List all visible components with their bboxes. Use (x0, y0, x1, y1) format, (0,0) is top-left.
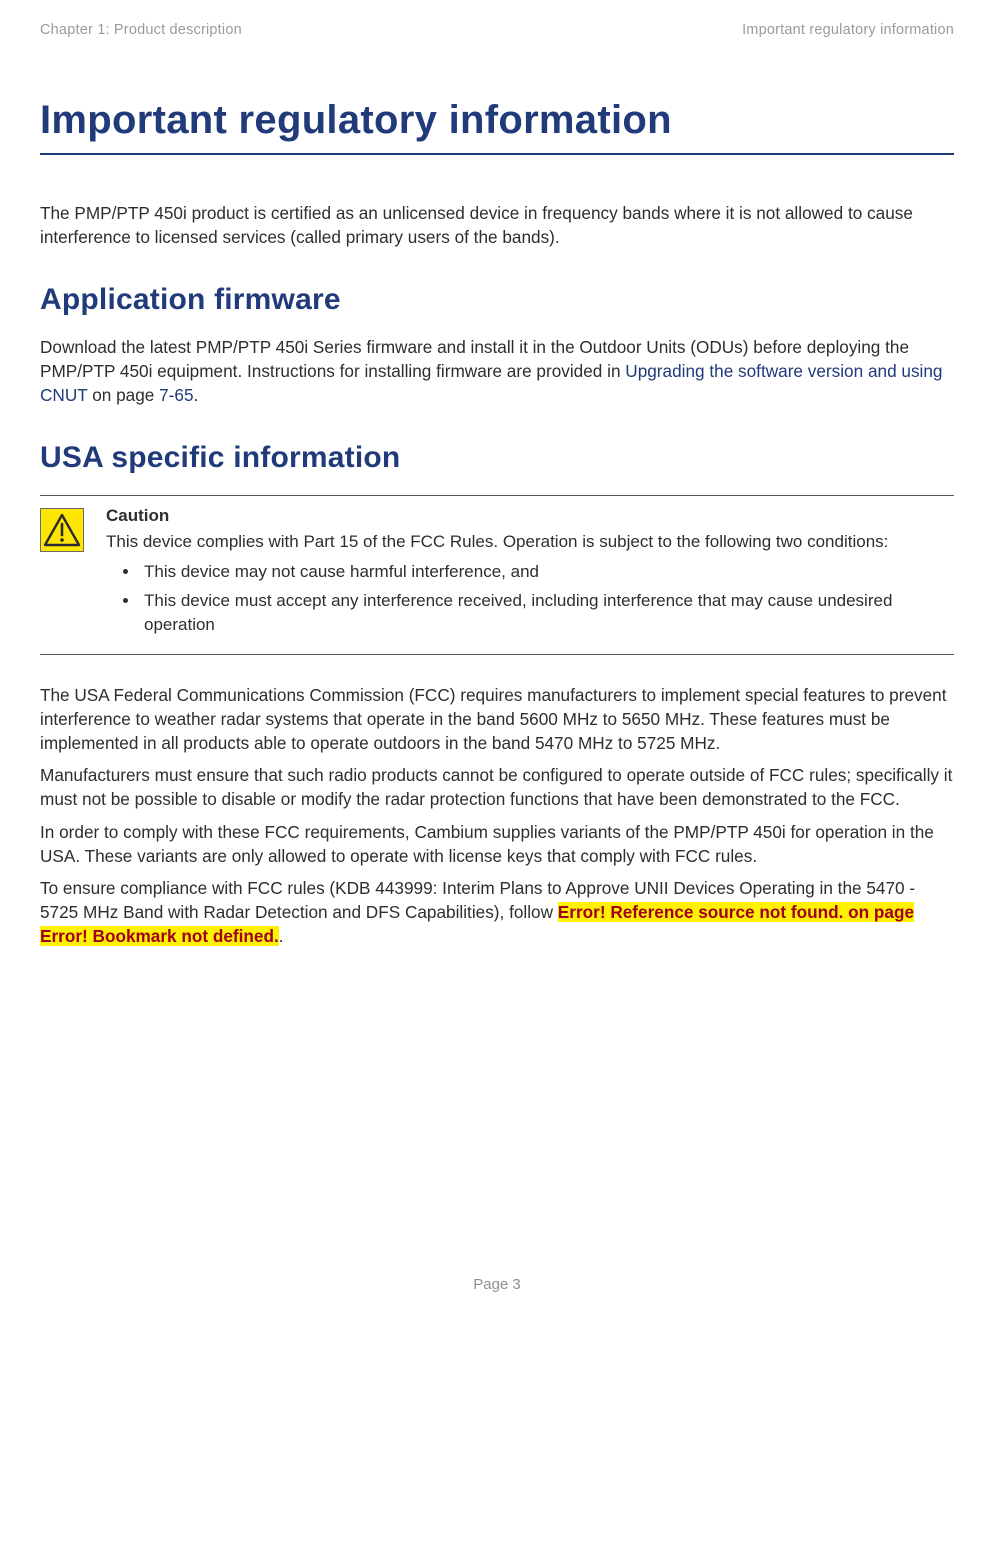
text-run: on page (87, 385, 159, 405)
usa-paragraph-3: In order to comply with these FCC requir… (40, 820, 954, 868)
text-run: . (279, 926, 284, 946)
caution-label: Caution (106, 506, 954, 526)
usa-paragraph-4: To ensure compliance with FCC rules (KDB… (40, 876, 954, 948)
section-application-firmware-title: Application firmware (40, 283, 954, 317)
caution-body: Caution This device complies with Part 1… (106, 506, 954, 642)
page-ref-link[interactable]: 7-65 (159, 385, 193, 405)
header-right: Important regulatory information (742, 22, 954, 38)
usa-paragraph-2: Manufacturers must ensure that such radi… (40, 763, 954, 811)
error-ref-highlight: Error! Reference source not found. (558, 902, 844, 922)
list-item: This device must accept any interference… (140, 589, 954, 638)
caution-text: This device complies with Part 15 of the… (106, 530, 954, 554)
caution-callout: Caution This device complies with Part 1… (40, 495, 954, 655)
header-left: Chapter 1: Product description (40, 22, 242, 38)
text-run: . (194, 385, 199, 405)
page-footer: Page 3 (40, 1276, 954, 1313)
text-run-highlight: on page (843, 902, 914, 922)
list-item: This device may not cause harmful interf… (140, 560, 954, 585)
section-usa-info-title: USA specific information (40, 441, 954, 475)
page-header: Chapter 1: Product description Important… (40, 22, 954, 38)
intro-paragraph: The PMP/PTP 450i product is certified as… (40, 201, 954, 249)
usa-paragraph-1: The USA Federal Communications Commissio… (40, 683, 954, 755)
application-firmware-paragraph: Download the latest PMP/PTP 450i Series … (40, 335, 954, 407)
page-title: Important regulatory information (40, 98, 954, 155)
caution-icon (40, 508, 84, 552)
error-bookmark-highlight: Error! Bookmark not defined. (40, 926, 279, 946)
caution-bullet-list: This device may not cause harmful interf… (140, 560, 954, 638)
